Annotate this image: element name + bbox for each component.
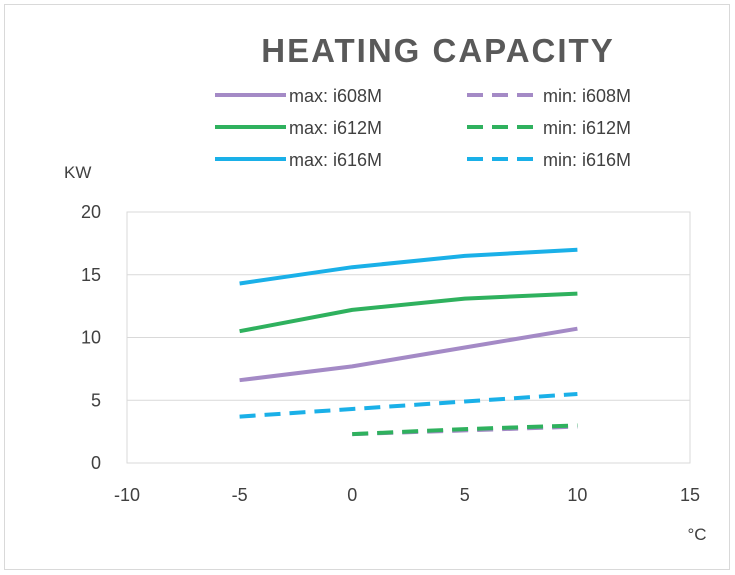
series-line-max-i608m [239,326,578,383]
y-tick-label: 10 [81,328,101,348]
x-tick-label: -5 [232,485,248,505]
gridlines [127,211,690,464]
x-tick-label: 10 [567,485,587,505]
legend-label: min: i608M [543,86,631,106]
legend-label: min: i616M [543,150,631,170]
legend: max: i608M max: i612M max: i616M min: i608M… [215,86,631,170]
legend-label: max: i612M [289,118,382,138]
x-tick-label: -10 [114,485,140,505]
chart-frame [4,4,730,570]
plot-area-border [126,211,691,464]
y-tick-label: 0 [91,453,101,473]
y-axis-label: KW [64,163,91,182]
legend-label: min: i612M [543,118,631,138]
legend-label: max: i608M [289,86,382,106]
series-line-max-i612m [239,291,578,334]
x-axis-ticks: -10 -5 0 5 10 15 [114,485,700,505]
y-tick-label: 20 [81,202,101,222]
plot-area [126,211,691,464]
series-line-min-i612m [352,423,578,437]
y-tick-label: 15 [81,265,101,285]
x-tick-label: 5 [460,485,470,505]
y-axis-ticks: 0 5 10 15 20 [81,202,101,473]
x-tick-label: 0 [347,485,357,505]
y-tick-label: 5 [91,390,101,410]
x-axis-label: °C [687,525,706,544]
x-tick-label: 15 [680,485,700,505]
series-lines [239,247,578,437]
legend-label: max: i616M [289,150,382,170]
chart-title: HEATING CAPACITY [261,32,614,69]
series-line-max-i616m [239,247,578,286]
series-line-min-i616m [239,392,578,419]
